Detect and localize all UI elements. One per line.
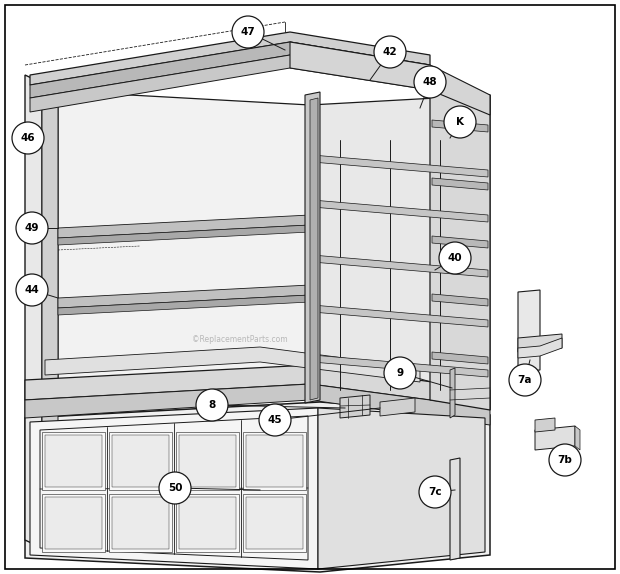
Text: 8: 8 (208, 400, 216, 410)
Circle shape (16, 274, 48, 306)
Polygon shape (246, 497, 303, 549)
Polygon shape (109, 494, 172, 552)
Polygon shape (243, 432, 306, 490)
Text: ©ReplacementParts.com: ©ReplacementParts.com (192, 335, 288, 344)
Polygon shape (30, 55, 430, 112)
Polygon shape (179, 435, 236, 487)
Polygon shape (45, 347, 420, 382)
Circle shape (374, 36, 406, 68)
Polygon shape (176, 494, 239, 552)
Text: 48: 48 (423, 77, 437, 87)
Text: 7c: 7c (428, 487, 442, 497)
Polygon shape (42, 432, 105, 490)
Polygon shape (450, 368, 455, 418)
Polygon shape (42, 494, 105, 552)
Polygon shape (42, 83, 58, 548)
Polygon shape (312, 155, 488, 177)
Polygon shape (340, 395, 370, 418)
Polygon shape (112, 497, 169, 549)
Polygon shape (45, 435, 102, 487)
Text: 40: 40 (448, 253, 463, 263)
Circle shape (16, 212, 48, 244)
Polygon shape (312, 200, 488, 222)
Polygon shape (45, 497, 102, 549)
Polygon shape (312, 255, 488, 277)
Circle shape (549, 444, 581, 476)
Polygon shape (179, 497, 236, 549)
Polygon shape (432, 352, 488, 364)
Polygon shape (25, 402, 490, 572)
Polygon shape (25, 365, 490, 408)
Circle shape (196, 389, 228, 421)
Polygon shape (246, 435, 303, 487)
Circle shape (384, 357, 416, 389)
Polygon shape (290, 42, 490, 115)
Polygon shape (25, 75, 42, 548)
Polygon shape (432, 236, 488, 248)
Polygon shape (176, 432, 239, 490)
Text: 42: 42 (383, 47, 397, 57)
Polygon shape (430, 90, 490, 410)
Polygon shape (310, 98, 318, 400)
Circle shape (159, 472, 191, 504)
Polygon shape (432, 294, 488, 306)
Text: 7b: 7b (557, 455, 572, 465)
Circle shape (444, 106, 476, 138)
Polygon shape (432, 178, 488, 190)
Circle shape (439, 242, 471, 274)
Text: 45: 45 (268, 415, 282, 425)
Text: 50: 50 (168, 483, 182, 493)
Polygon shape (25, 384, 490, 425)
Polygon shape (58, 285, 310, 308)
Text: 49: 49 (25, 223, 39, 233)
Text: 7a: 7a (518, 375, 532, 385)
Polygon shape (380, 398, 415, 416)
Polygon shape (112, 435, 169, 487)
Circle shape (232, 16, 264, 48)
Polygon shape (58, 215, 310, 238)
Polygon shape (243, 494, 306, 552)
Text: 44: 44 (25, 285, 40, 295)
Polygon shape (518, 338, 562, 358)
Text: 9: 9 (396, 368, 404, 378)
Circle shape (414, 66, 446, 98)
Polygon shape (310, 95, 490, 410)
Polygon shape (535, 426, 575, 450)
Polygon shape (109, 432, 172, 490)
Polygon shape (305, 92, 320, 403)
Polygon shape (432, 120, 488, 132)
Polygon shape (58, 295, 310, 315)
Polygon shape (58, 225, 310, 245)
Polygon shape (312, 355, 488, 377)
Circle shape (419, 476, 451, 508)
Polygon shape (312, 305, 488, 327)
Polygon shape (30, 32, 430, 85)
Polygon shape (575, 426, 580, 450)
Polygon shape (450, 458, 460, 560)
Polygon shape (518, 334, 562, 352)
Polygon shape (518, 290, 540, 372)
Polygon shape (535, 418, 555, 432)
Circle shape (12, 122, 44, 154)
Polygon shape (58, 91, 310, 395)
Text: 46: 46 (20, 133, 35, 143)
Polygon shape (30, 408, 318, 569)
Text: 47: 47 (241, 27, 255, 37)
Circle shape (259, 404, 291, 436)
Circle shape (509, 364, 541, 396)
Polygon shape (318, 408, 485, 569)
Text: K: K (456, 117, 464, 127)
Polygon shape (30, 42, 430, 98)
